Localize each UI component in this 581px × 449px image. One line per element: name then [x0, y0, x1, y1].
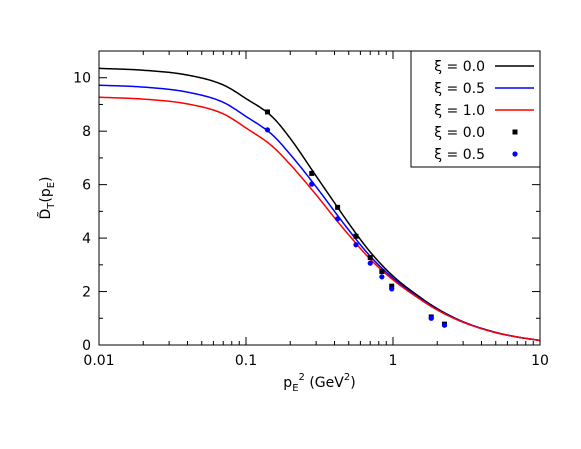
x-axis: 0.01 0.1 1 10 [83, 51, 549, 369]
x-axis-label-main: p [283, 375, 292, 391]
legend-label: ξ = 0.5 [434, 147, 485, 163]
data-point-circle [389, 286, 395, 292]
x-tick-label: 1 [389, 353, 398, 369]
y-axis-label-close: ) [38, 176, 54, 181]
legend: ξ = 0.0 ξ = 0.5 ξ = 1.0 ξ = 0.0 ξ = 0.5 [410, 50, 541, 168]
y-axis-label-main: D̃ [37, 209, 54, 220]
data-point-square [389, 283, 395, 289]
y-tick-label: 10 [73, 71, 91, 87]
data-point-circle [367, 260, 373, 266]
plot-frame [98, 50, 541, 346]
legend-label: ξ = 1.0 [434, 103, 485, 119]
y-tick-label: 0 [82, 338, 91, 354]
points-layer [264, 109, 448, 328]
data-point-circle [264, 127, 271, 133]
data-point-square [335, 204, 341, 210]
series-line-2 [98, 96, 541, 342]
y-axis-label-sub: T [46, 202, 57, 210]
curves-layer [98, 67, 541, 342]
data-point-square [379, 269, 385, 274]
x-tick-label: 0.01 [83, 353, 114, 369]
legend-label: ξ = 0.5 [434, 81, 485, 97]
data-point-circle [379, 274, 385, 280]
x-axis-label: pE2 (GeV2) [283, 372, 355, 394]
legend-circle-swatch [512, 151, 518, 157]
y-axis-label: D̃T(pE) [37, 176, 57, 219]
x-tick-label: 0.1 [235, 353, 257, 369]
x-axis-label-unit-sup: 2 [344, 372, 350, 383]
legend-label: ξ = 0.0 [434, 125, 485, 141]
y-tick-label: 6 [82, 178, 91, 194]
x-axis-label-unit: (GeV [305, 375, 344, 391]
data-point-square [309, 170, 315, 176]
data-point-square [367, 255, 373, 261]
data-point-circle [309, 181, 315, 187]
x-axis-label-sub: E [292, 383, 298, 394]
x-axis-label-close: ) [350, 375, 355, 391]
y-tick-label: 4 [82, 231, 91, 247]
y-tick-label: 2 [82, 285, 91, 301]
legend-square-swatch [512, 129, 518, 135]
data-point-circle [335, 216, 341, 222]
data-point-square [264, 109, 270, 115]
data-point-circle [428, 315, 434, 321]
y-axis-label-arg: (p [38, 188, 54, 202]
x-tick-label: 10 [531, 353, 549, 369]
x-axis-label-sup: 2 [299, 372, 305, 383]
y-tick-label: 8 [82, 124, 91, 140]
y-axis-label-arg-sub: E [46, 182, 57, 188]
data-point-square [353, 233, 359, 239]
legend-label: ξ = 0.0 [434, 59, 485, 75]
legend-box [410, 50, 541, 168]
data-point-circle [441, 322, 448, 328]
data-point-circle [353, 242, 359, 248]
